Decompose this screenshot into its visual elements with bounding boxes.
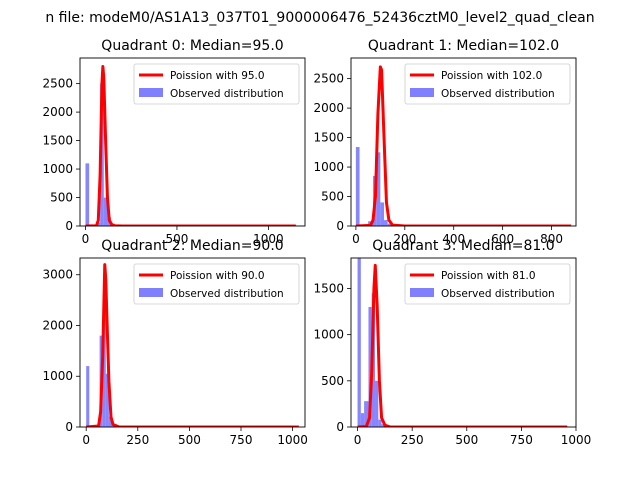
subplot-title: Quadrant 2: Median=90.0: [101, 238, 283, 254]
x-tick-label: 500: [455, 433, 478, 447]
subplot-title: Quadrant 0: Median=95.0: [101, 38, 283, 54]
y-tick-label: 1500: [313, 281, 344, 295]
legend-entry-observed: Observed distribution: [441, 88, 555, 100]
y-tick-label: 1000: [42, 162, 73, 176]
subplot-2: 0 250 500 750 1000 0 1000 2000 3000 Poission with…: [42, 238, 307, 447]
legend-bar-swatch: [410, 288, 434, 297]
poisson-fit-line: [355, 65, 572, 226]
legend-box: [133, 263, 300, 305]
poisson-fit-line: [86, 263, 299, 427]
legend-box: [404, 63, 571, 105]
legend-bar-swatch: [139, 88, 163, 97]
y-tick-label: 1000: [42, 369, 73, 383]
y-tick-label: 2000: [313, 101, 344, 115]
y-tick-label: 0: [336, 219, 344, 233]
legend-box: [404, 263, 571, 305]
legend-bar-swatch: [410, 88, 434, 97]
x-tick-label: 750: [510, 433, 533, 447]
y-tick-label: 2500: [313, 72, 344, 86]
histogram-bar: [378, 419, 382, 427]
histogram-bar: [375, 380, 379, 427]
subplot-1: 0 200 400 600 800 0 500 1000 1500 2000 2500 Poissio…: [313, 38, 577, 246]
x-tick-label: 200: [393, 232, 416, 246]
x-tick-label: 500: [178, 433, 201, 447]
y-tick-label: 500: [321, 374, 344, 388]
axes-frame: [79, 57, 306, 227]
histogram-bar: [355, 147, 360, 226]
x-tick-label: 500: [165, 232, 188, 246]
subplot-0: 0 500 1000 0 500 1000 1500 2000 2500 Poission wit…: [42, 38, 306, 246]
y-tick-label: 2000: [42, 105, 73, 119]
legend-entry-poisson: Poission with 81.0: [441, 270, 536, 282]
legend-entry-observed: Observed distribution: [170, 288, 284, 300]
x-tick-label: 1000: [561, 433, 592, 447]
histogram-bar: [103, 197, 108, 226]
histogram-bar: [376, 152, 381, 226]
histogram-bar: [360, 413, 365, 427]
x-tick-label: 0: [82, 232, 90, 246]
legend-entry-observed: Observed distribution: [441, 288, 555, 300]
legend-entry-poisson: Poission with 90.0: [170, 270, 265, 282]
subplot-title: Quadrant 3: Median=81.0: [372, 238, 554, 254]
legend-bar-swatch: [139, 288, 163, 297]
subplot-3: 0 250 500 750 1000 0 500 1000 1500 Poission with …: [313, 238, 591, 447]
y-tick-label: 1000: [313, 328, 344, 342]
y-tick-label: 0: [336, 420, 344, 434]
x-tick-label: 750: [230, 433, 253, 447]
histogram-bar: [368, 306, 372, 427]
axes-frame: [350, 57, 577, 227]
legend-entry-poisson: Poission with 102.0: [441, 70, 542, 82]
histogram-bar: [357, 258, 361, 427]
x-tick-label: 1000: [277, 433, 308, 447]
histogram-bar: [86, 366, 90, 427]
histogram-bar: [85, 163, 90, 226]
legend-entry-poisson: Poission with 95.0: [170, 70, 265, 82]
x-tick-label: 0: [352, 232, 360, 246]
y-tick-label: 2500: [42, 77, 73, 91]
axes-frame: [79, 257, 306, 428]
y-tick-label: 1500: [313, 131, 344, 145]
x-tick-label: 600: [491, 232, 514, 246]
legend: Poission with 95.0 Observed distribution: [133, 63, 300, 105]
legend: Poission with 102.0 Observed distribution: [404, 63, 571, 105]
y-tick-label: 1500: [42, 134, 73, 148]
y-tick-label: 3000: [42, 268, 73, 282]
x-tick-label: 1000: [253, 232, 284, 246]
y-tick-label: 0: [65, 420, 73, 434]
x-tick-label: 0: [82, 433, 90, 447]
y-tick-label: 0: [65, 219, 73, 233]
y-tick-label: 1000: [313, 160, 344, 174]
y-tick-label: 500: [321, 190, 344, 204]
y-tick-label: 500: [50, 191, 73, 205]
poisson-fit-line: [357, 263, 568, 427]
legend: Poission with 81.0 Observed distribution: [404, 263, 571, 305]
x-tick-label: 800: [540, 232, 563, 246]
histogram-bar: [384, 220, 388, 226]
x-tick-label: 0: [354, 433, 362, 447]
legend-box: [133, 63, 300, 105]
x-tick-label: 250: [126, 433, 149, 447]
x-tick-label: 400: [442, 232, 465, 246]
histogram-bar: [380, 202, 385, 226]
subplot-title: Quadrant 1: Median=102.0: [368, 38, 559, 54]
histogram-bar: [387, 223, 393, 226]
legend-entry-observed: Observed distribution: [170, 88, 284, 100]
axes-frame: [350, 257, 577, 428]
figure-suptitle: n file: modeM0/AS1A13_037T01_9000006476_…: [45, 10, 594, 26]
histogram-bar: [102, 295, 106, 427]
x-tick-label: 250: [401, 433, 424, 447]
histogram-bar: [364, 401, 369, 427]
histogram-bar: [108, 416, 112, 427]
y-tick-label: 2000: [42, 318, 73, 332]
histogram-bar: [105, 373, 109, 427]
legend: Poission with 90.0 Observed distribution: [133, 263, 300, 305]
